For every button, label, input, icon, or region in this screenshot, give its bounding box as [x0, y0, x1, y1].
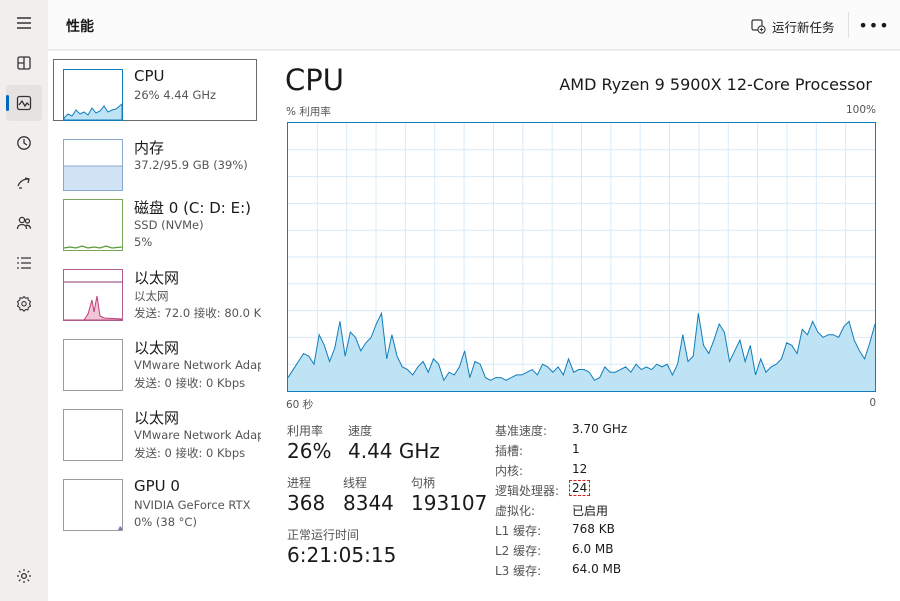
spec-sockets-value: 1	[572, 442, 580, 456]
y-axis-max-label: 100%	[845, 104, 876, 116]
app-history-icon[interactable]	[6, 125, 42, 161]
processes-label: 进程	[287, 476, 312, 490]
spec-cores-value: 12	[572, 462, 588, 476]
gpu-thumbnail	[63, 479, 123, 531]
users-icon[interactable]	[6, 205, 42, 241]
services-icon[interactable]	[6, 285, 42, 321]
spec-cores-label: 内核:	[495, 464, 524, 478]
handles-value: 193107	[411, 491, 488, 515]
cpu-utilization-graph	[287, 122, 876, 392]
ethernet-thumbnail	[63, 269, 123, 321]
disk-thumbnail	[63, 199, 123, 251]
processes-value: 368	[287, 491, 326, 515]
cpu-thumbnail	[63, 69, 123, 121]
run-new-task-button[interactable]: 运行新任务	[750, 14, 835, 38]
device-name: GPU 0	[134, 477, 180, 495]
device-detail-2: 发送: 0 接收: 0 Kbps	[134, 376, 246, 390]
spec-virtualization-label: 虚拟化:	[495, 504, 536, 518]
device-name: 磁盘 0 (C: D: E:)	[134, 199, 251, 217]
y-axis-label: % 利用率	[286, 106, 331, 118]
device-detail: SSD (NVMe)	[134, 218, 204, 232]
detail-title: CPU	[285, 63, 344, 97]
spec-virtualization-value: 已启用	[572, 504, 609, 518]
spec-base-speed-value: 3.70 GHz	[572, 422, 628, 436]
threads-value: 8344	[343, 491, 394, 515]
new-task-icon	[751, 19, 766, 34]
device-ethernet-vmnet1[interactable]: 以太网 VMware Network Adapter VMnet1 发送: 0 …	[53, 329, 261, 391]
performance-panel: CPU 26% 4.44 GHz 内存 37.2/95.9 GB (39%) 磁…	[48, 51, 900, 601]
run-new-task-label: 运行新任务	[772, 19, 835, 35]
device-name: 以太网	[134, 409, 180, 427]
device-detail-2: 5%	[134, 235, 153, 249]
device-name: 内存	[134, 139, 165, 157]
x-axis-end-label: 0	[869, 397, 876, 409]
spec-l1-cache-value: 768 KB	[572, 522, 615, 536]
device-detail: VMware Network Adapter VMnet8	[134, 428, 261, 442]
more-options-icon[interactable]: •••	[858, 15, 890, 35]
utilization-value: 26%	[287, 439, 332, 463]
device-ethernet-vmnet8[interactable]: 以太网 VMware Network Adapter VMnet8 发送: 0 …	[53, 399, 261, 461]
device-detail-2: 发送: 72.0 接收: 80.0 Kbps	[134, 306, 261, 320]
uptime-value: 6:21:05:15	[287, 543, 397, 567]
page-title: 性能	[66, 19, 94, 35]
toolbar-divider	[848, 12, 849, 38]
utilization-label: 利用率	[287, 424, 324, 438]
x-axis-start-label: 60 秒	[286, 399, 314, 411]
spec-l3-cache-value: 64.0 MB	[572, 562, 622, 576]
device-cpu[interactable]: CPU 26% 4.44 GHz	[53, 59, 257, 121]
spec-base-speed-label: 基准速度:	[495, 424, 548, 438]
device-detail: VMware Network Adapter VMnet1	[134, 358, 261, 372]
device-name: 以太网	[134, 339, 180, 357]
spec-l3-cache-label: L3 缓存:	[495, 564, 542, 578]
title-bar: 性能 运行新任务 •••	[48, 0, 900, 50]
device-name: CPU	[134, 67, 165, 85]
ethernet-thumbnail	[63, 339, 123, 391]
speed-value: 4.44 GHz	[348, 439, 440, 463]
ethernet-thumbnail	[63, 409, 123, 461]
device-detail-2: 0% (38 °C)	[134, 515, 197, 529]
device-memory[interactable]: 内存 37.2/95.9 GB (39%)	[53, 129, 257, 191]
spec-l1-cache-label: L1 缓存:	[495, 524, 542, 538]
details-icon[interactable]	[6, 245, 42, 281]
device-gpu[interactable]: GPU 0 NVIDIA GeForce RTX 0% (38 °C)	[53, 469, 257, 531]
spec-logical-processors-value: 24	[569, 480, 591, 496]
cpu-usage-line	[288, 311, 875, 382]
processes-icon[interactable]	[6, 45, 42, 81]
spec-logical-processors-label: 逻辑处理器:	[495, 484, 560, 498]
handles-label: 句柄	[411, 476, 436, 490]
device-disk[interactable]: 磁盘 0 (C: D: E:) SSD (NVMe) 5%	[53, 189, 257, 251]
device-detail-2: 发送: 0 接收: 0 Kbps	[134, 446, 246, 460]
startup-apps-icon[interactable]	[6, 165, 42, 201]
spec-l2-cache-value: 6.0 MB	[572, 542, 614, 556]
device-detail: 26% 4.44 GHz	[134, 88, 217, 102]
nav-rail	[0, 0, 48, 601]
processor-name: AMD Ryzen 9 5900X 12-Core Processor	[559, 75, 872, 94]
device-ethernet[interactable]: 以太网 以太网 发送: 72.0 接收: 80.0 Kbps	[53, 259, 261, 321]
device-detail: NVIDIA GeForce RTX	[134, 498, 251, 512]
spec-l2-cache-label: L2 缓存:	[495, 544, 542, 558]
spec-sockets-label: 插槽:	[495, 444, 524, 458]
performance-icon[interactable]	[6, 85, 42, 121]
device-detail: 37.2/95.9 GB (39%)	[134, 158, 248, 172]
cpu-usage-area	[288, 313, 875, 391]
device-name: 以太网	[134, 269, 180, 287]
settings-icon[interactable]	[6, 558, 42, 594]
cpu-chart-svg	[288, 123, 875, 391]
device-detail: 以太网	[134, 289, 169, 303]
speed-label: 速度	[348, 424, 373, 438]
threads-label: 线程	[343, 476, 368, 490]
menu-icon[interactable]	[6, 5, 42, 41]
uptime-label: 正常运行时间	[287, 528, 360, 542]
memory-thumbnail	[63, 139, 123, 191]
spec-logical-processors-value-wrap: 24	[569, 480, 591, 496]
